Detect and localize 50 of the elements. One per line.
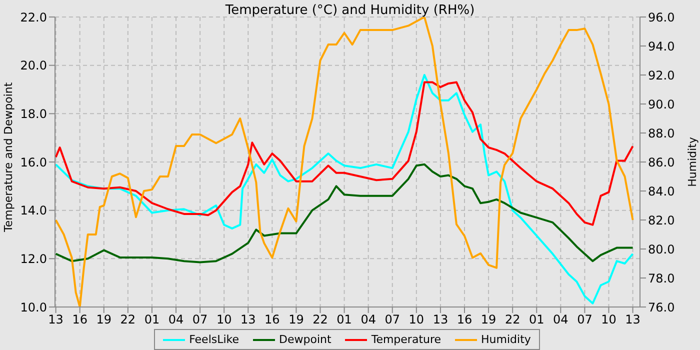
y-tick-label: 20.0	[20, 58, 47, 73]
y-tick-label: 12.0	[20, 252, 47, 266]
y2-tick-label: 76.0	[648, 300, 675, 314]
x-tick-label: 10	[408, 312, 424, 327]
x-tick-label: 22	[120, 312, 136, 327]
y-tick-label: 22.0	[20, 10, 47, 24]
y2-tick-label: 78.0	[648, 271, 675, 286]
x-tick-label: 13	[240, 312, 256, 327]
x-tick-label: 07	[192, 312, 208, 327]
x-tick-label: 04	[360, 312, 376, 327]
x-tick-label: 19	[96, 312, 112, 327]
x-tick-label: 22	[312, 312, 328, 327]
y2-tick-label: 92.0	[648, 68, 675, 82]
y-tick-label: 16.0	[20, 155, 47, 170]
y2-tick-label: 80.0	[648, 242, 675, 256]
x-tick-label: 07	[577, 312, 592, 327]
legend-label: FeelsLike	[188, 333, 240, 346]
x-tick-label: 01	[528, 312, 544, 327]
x-tick-label: 13	[432, 312, 448, 327]
x-tick-label: 01	[144, 312, 160, 327]
y2-tick-label: 84.0	[648, 184, 675, 198]
x-tick-label: 04	[168, 312, 184, 327]
y-tick-label: 10.0	[20, 300, 47, 314]
x-tick-label: 16	[72, 312, 88, 327]
x-tick-label: 19	[288, 312, 304, 327]
x-tick-label: 10	[216, 312, 232, 327]
x-tick-label: 07	[384, 312, 400, 327]
y-axis-title: Temperature and Dewpoint	[2, 82, 15, 233]
x-tick-label: 13	[48, 312, 64, 327]
y2-axis-title: Humidity	[686, 136, 699, 187]
legend-label: Humidity	[480, 333, 531, 346]
y2-tick-label: 90.0	[648, 97, 675, 112]
y2-tick-label: 86.0	[648, 155, 675, 170]
x-tick-label: 04	[553, 312, 568, 327]
x-tick-label: 01	[336, 312, 352, 327]
x-tick-label: 22	[504, 312, 520, 327]
y2-tick-label: 94.0	[648, 39, 675, 54]
y2-tick-label: 88.0	[648, 126, 675, 140]
y-tick-label: 18.0	[20, 106, 47, 121]
x-tick-label: 13	[625, 312, 640, 327]
x-tick-label: 16	[264, 312, 280, 327]
y-tick-label: 14.0	[20, 204, 47, 218]
x-tick-label: 19	[480, 312, 496, 327]
legend-label: Temperature	[370, 333, 442, 346]
chart-title: Temperature (°C) and Humidity (RH%)	[225, 3, 475, 18]
y2-tick-label: 96.0	[648, 10, 675, 24]
y2-tick-label: 82.0	[648, 213, 675, 228]
x-tick-label: 10	[601, 312, 616, 327]
legend-label: Dewpoint	[278, 333, 332, 346]
x-tick-label: 16	[456, 312, 472, 327]
